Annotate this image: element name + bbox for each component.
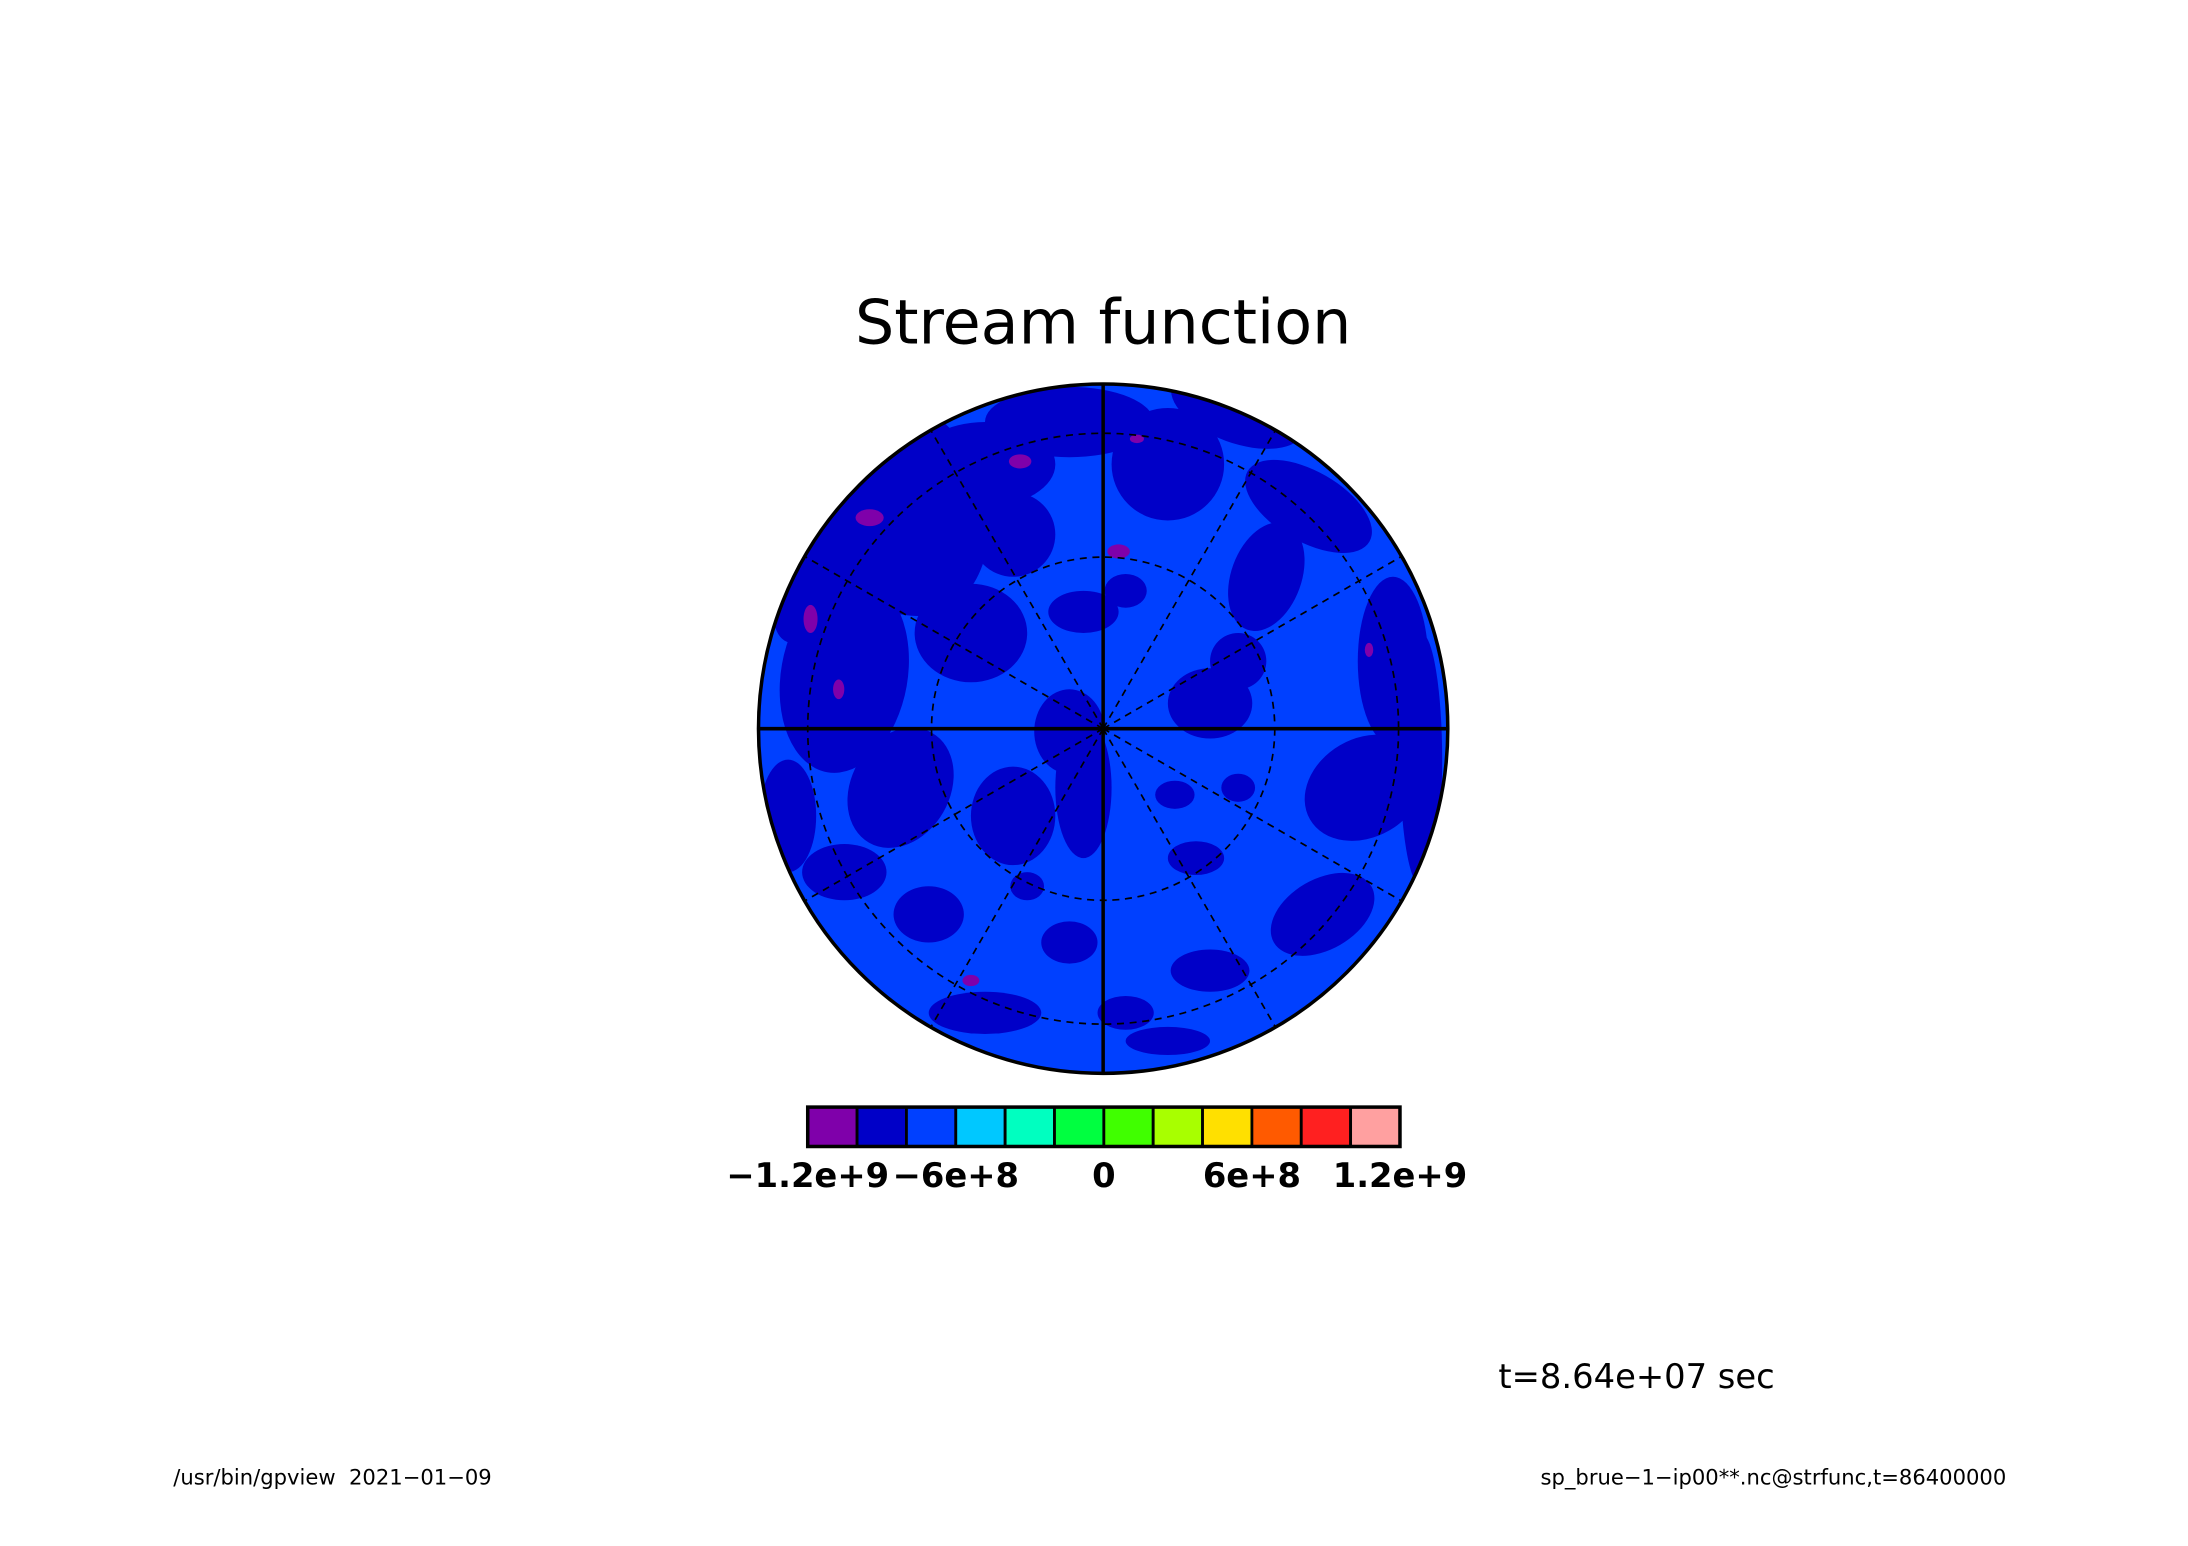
colorbar-box — [1250, 1105, 1303, 1148]
colorbar-tick-label: −6e+8 — [893, 1156, 1019, 1195]
contour-fill — [1125, 1026, 1211, 1056]
map-grid — [756, 382, 1450, 1076]
contour-fill — [1155, 780, 1195, 809]
colorbar-box — [1102, 1105, 1155, 1148]
colorbar-box — [954, 1105, 1007, 1148]
contour-fill — [847, 727, 954, 848]
meridian — [804, 555, 1104, 730]
contour-fill — [893, 886, 964, 943]
meridian — [930, 728, 1104, 1028]
colorbar-tick-label: 6e+8 — [1203, 1156, 1301, 1195]
contour-fill — [1010, 872, 1045, 901]
colorbar-box — [1349, 1105, 1402, 1148]
contour-fill — [833, 679, 845, 700]
contour-fill — [970, 766, 1056, 866]
contour-fill — [803, 604, 818, 634]
colorbar-box — [905, 1105, 958, 1148]
colorbar-tick-label: 0 — [1092, 1156, 1115, 1195]
meridian — [1102, 727, 1403, 902]
contour-fill — [1107, 544, 1130, 559]
contour-fill — [855, 509, 884, 527]
meridian — [930, 429, 1104, 730]
colorbar-frame — [805, 1105, 1402, 1149]
colorbar-box — [1151, 1105, 1204, 1148]
map-border — [756, 382, 1450, 1076]
colorbar-box — [1201, 1105, 1254, 1148]
contour-fill — [1228, 522, 1305, 631]
contour-fill — [1008, 454, 1032, 469]
colorbar-box — [1003, 1105, 1056, 1148]
footer-left: /usr/bin/gpview 2021−01−09 — [173, 1464, 491, 1489]
contour-fill — [1245, 459, 1372, 553]
contour-fill — [1170, 949, 1250, 992]
meridian — [1102, 429, 1277, 730]
contour-fill — [1364, 642, 1374, 657]
contour-fill — [1270, 872, 1375, 956]
colorbar-box — [1299, 1105, 1353, 1148]
colorbar-box — [806, 1105, 859, 1148]
map-field — [758, 384, 1448, 1074]
contour-fill — [1104, 573, 1147, 608]
colorbar-tick-label: 1.2e+9 — [1333, 1156, 1467, 1195]
contour-fill — [962, 974, 980, 987]
contour-fill — [1041, 921, 1098, 964]
contour-fill — [1129, 434, 1144, 444]
contour-fill — [914, 583, 1028, 683]
chart-title: Stream function — [855, 286, 1351, 358]
contour-fill — [1097, 995, 1154, 1030]
colorbar-box — [855, 1105, 908, 1148]
meridian — [804, 727, 1104, 902]
contour-fill — [1167, 841, 1225, 875]
contour-fill — [1048, 590, 1119, 634]
contour-fill — [984, 386, 1154, 458]
contour-fill — [1304, 734, 1425, 841]
meridian — [1102, 555, 1403, 730]
colorbar-tick-label: −1.2e+9 — [726, 1156, 889, 1195]
colorbar-box — [1053, 1105, 1106, 1148]
time-annotation: t=8.64e+07 sec — [1498, 1357, 1774, 1396]
contour-fill — [928, 991, 1042, 1034]
footer-right: sp_brue−1−ip00**.nc@strfunc,t=86400000 — [1541, 1464, 2007, 1490]
meridian — [1102, 728, 1277, 1028]
contour-fill — [1055, 717, 1112, 859]
contour-fill — [1399, 633, 1443, 887]
colorbar: −1.2e+9 −6e+8 0 6e+8 1.2e+9 — [726, 1105, 1467, 1195]
contour-fill — [970, 492, 1056, 577]
contour-fill — [1221, 773, 1256, 802]
contour-fill — [1210, 633, 1267, 690]
